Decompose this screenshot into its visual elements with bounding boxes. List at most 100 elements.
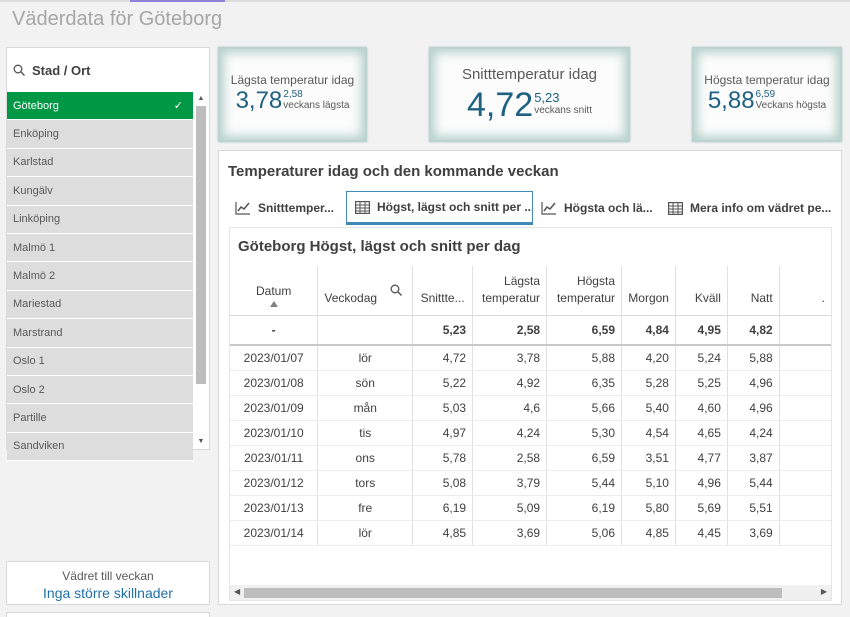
city-filter-pane[interactable]: Stad / Ort Göteborg ✓ Enköping Karlstad Kung… xyxy=(6,47,210,462)
col-label: Kväll xyxy=(694,290,721,305)
city-item-label: Oslo 1 xyxy=(13,355,45,368)
tab-label: Mera info om vädret pe... xyxy=(690,201,832,215)
filter-scrollbar[interactable]: ▲ ▼ xyxy=(193,92,208,449)
col-label: . xyxy=(821,290,825,305)
city-item[interactable]: Partille xyxy=(7,404,193,433)
cell-datum: 2023/01/08 xyxy=(230,370,319,396)
cell-hogsta: 5,88 xyxy=(546,345,622,371)
city-item-label: Linköping xyxy=(13,213,61,226)
table-row[interactable]: 2023/01/11 ons 5,78 2,58 6,59 3,51 4,77 3,87 xyxy=(230,445,831,471)
city-item[interactable]: Oslo 1 xyxy=(7,347,193,376)
cell-hogsta: 5,44 xyxy=(546,470,622,496)
cell-datum: 2023/01/11 xyxy=(230,445,319,471)
cell-kvall: 4,60 xyxy=(675,395,728,421)
col-header-natt[interactable]: Natt xyxy=(727,266,780,315)
col-label: Snittte... xyxy=(420,290,465,305)
cell-hogsta: 6,35 xyxy=(546,370,622,396)
cell-natt: 4,24 xyxy=(727,420,780,446)
table-icon xyxy=(668,201,683,215)
table-icon xyxy=(355,200,370,214)
col-header-kvall[interactable]: Kväll xyxy=(675,266,728,315)
cell-kvall: 5,69 xyxy=(675,495,728,521)
cell-snitt: 4,72 xyxy=(412,345,474,371)
cell-natt: 4,96 xyxy=(727,370,780,396)
cell-veckodag: ons xyxy=(317,445,414,471)
city-item[interactable]: Göteborg ✓ xyxy=(7,92,193,121)
col-header-more[interactable]: . xyxy=(779,266,831,315)
col-header-morgon[interactable]: Morgon xyxy=(621,266,676,315)
table-row[interactable]: 2023/01/09 mån 5,03 4,6 5,66 5,40 4,60 4,96 xyxy=(230,395,831,421)
scroll-right-icon[interactable]: ▶ xyxy=(820,587,827,596)
cell-lagsta: 2,58 xyxy=(472,314,548,346)
tab-label: Högst, lägst och snitt per ... xyxy=(377,200,533,214)
city-item[interactable]: Sandviken xyxy=(7,432,193,462)
table-row[interactable]: 2023/01/14 lör 4,85 3,69 5,06 4,85 4,45 3,69 xyxy=(230,520,831,546)
next-panel-edge xyxy=(6,612,210,617)
cell-kvall: 5,25 xyxy=(675,370,728,396)
col-header-lagsta[interactable]: Lägsta temperatur xyxy=(472,266,548,315)
tab-hogsta-och-lagsta[interactable]: Högsta och lä... xyxy=(541,191,653,225)
table-horizontal-scrollbar[interactable]: ◀ ▶ xyxy=(230,585,831,600)
cell-kvall: 4,96 xyxy=(675,470,728,496)
table-row[interactable]: 2023/01/10 tis 4,97 4,24 5,30 4,54 4,65 4,24 xyxy=(230,420,831,446)
city-item[interactable]: Malmö 1 xyxy=(7,233,193,263)
scroll-up-icon[interactable]: ▲ xyxy=(197,95,205,102)
line-chart-icon xyxy=(235,202,250,215)
tab-hogst-lagst-snitt[interactable]: Högst, lägst och snitt per ... xyxy=(346,191,533,225)
kpi-highest-temp[interactable]: Högsta temperatur idag 5,88 6,59 Veckans… xyxy=(692,47,842,142)
check-icon: ✓ xyxy=(173,100,183,113)
cell-kvall: 4,65 xyxy=(675,420,728,446)
city-item[interactable]: Mariestad xyxy=(7,290,193,320)
col-header-snitt[interactable]: Snittte... xyxy=(412,266,474,315)
cell-morgon: 4,84 xyxy=(621,314,676,346)
col-header-hogsta[interactable]: Högsta temperatur xyxy=(546,266,622,315)
sort-ascending-icon xyxy=(269,300,278,307)
tab-mera-info[interactable]: Mera info om vädret pe... xyxy=(668,191,833,225)
scroll-down-icon[interactable]: ▼ xyxy=(197,438,205,445)
city-item-label: Marstrand xyxy=(13,326,63,339)
search-icon[interactable] xyxy=(13,64,25,76)
cell-natt: 3,87 xyxy=(727,445,780,471)
table-row[interactable]: 2023/01/07 lör 4,72 3,78 5,88 4,20 5,24 5,88 xyxy=(230,345,831,371)
city-item[interactable]: Malmö 2 xyxy=(7,262,193,291)
cell-lagsta: 4,24 xyxy=(472,420,548,446)
city-item-label: Malmö 2 xyxy=(13,270,56,283)
city-item[interactable]: Linköping xyxy=(7,205,193,234)
city-item[interactable]: Karlstad xyxy=(7,148,193,178)
table-row[interactable]: 2023/01/12 tors 5,08 3,79 5,44 5,10 4,96 5,44 xyxy=(230,470,831,496)
filter-search-header[interactable]: Stad / Ort xyxy=(7,48,209,92)
city-item[interactable]: Enköping xyxy=(7,120,193,149)
col-header-veckodag[interactable]: Veckodag xyxy=(317,266,414,315)
week-summary-value: Inga större skillnader xyxy=(43,585,173,601)
city-item[interactable]: Marstrand xyxy=(7,319,193,348)
cell-veckodag: lör xyxy=(317,520,414,546)
scroll-left-icon[interactable]: ◀ xyxy=(234,587,241,596)
tab-label: Högsta och lä... xyxy=(564,201,653,215)
scroll-thumb[interactable] xyxy=(244,588,782,598)
tab-snitttemperatur[interactable]: Snitttemper... xyxy=(235,191,335,225)
table-row[interactable]: 2023/01/08 sön 5,22 4,92 6,35 5,28 5,25 4,96 xyxy=(230,370,831,396)
col-label: Veckodag xyxy=(324,290,378,305)
cell-natt: 5,88 xyxy=(727,345,780,371)
cell-veckodag: lör xyxy=(317,345,414,371)
city-item-label: Oslo 2 xyxy=(13,383,45,396)
kpi-avg-value: 4,72 xyxy=(467,86,534,124)
cell-snitt: 5,03 xyxy=(412,395,474,421)
top-accent-bar xyxy=(130,0,225,2)
kpi-lowest-temp[interactable]: Lägsta temperatur idag 3,78 2,58 veckans… xyxy=(218,47,367,142)
cell-morgon: 4,20 xyxy=(621,345,676,371)
scroll-thumb[interactable] xyxy=(196,106,206,384)
cell-veckodag: mån xyxy=(317,395,414,421)
col-label: Datum xyxy=(256,283,292,298)
search-icon[interactable] xyxy=(390,284,403,296)
city-item[interactable]: Kungälv xyxy=(7,177,193,206)
kpi-average-temp[interactable]: Snitttemperatur idag 4,72 5,23 veckans s… xyxy=(429,47,630,142)
city-item-label: Mariestad xyxy=(13,298,62,311)
cell-lagsta: 3,69 xyxy=(472,520,548,546)
col-header-datum[interactable]: Datum xyxy=(230,266,319,315)
cell-hogsta: 5,30 xyxy=(546,420,622,446)
city-item[interactable]: Oslo 2 xyxy=(7,375,193,405)
week-summary: Vädret till veckan Inga större skillnade… xyxy=(6,561,210,605)
cell-lagsta: 4,92 xyxy=(472,370,548,396)
table-row[interactable]: 2023/01/13 fre 6,19 5,09 6,19 5,80 5,69 5,51 xyxy=(230,495,831,521)
